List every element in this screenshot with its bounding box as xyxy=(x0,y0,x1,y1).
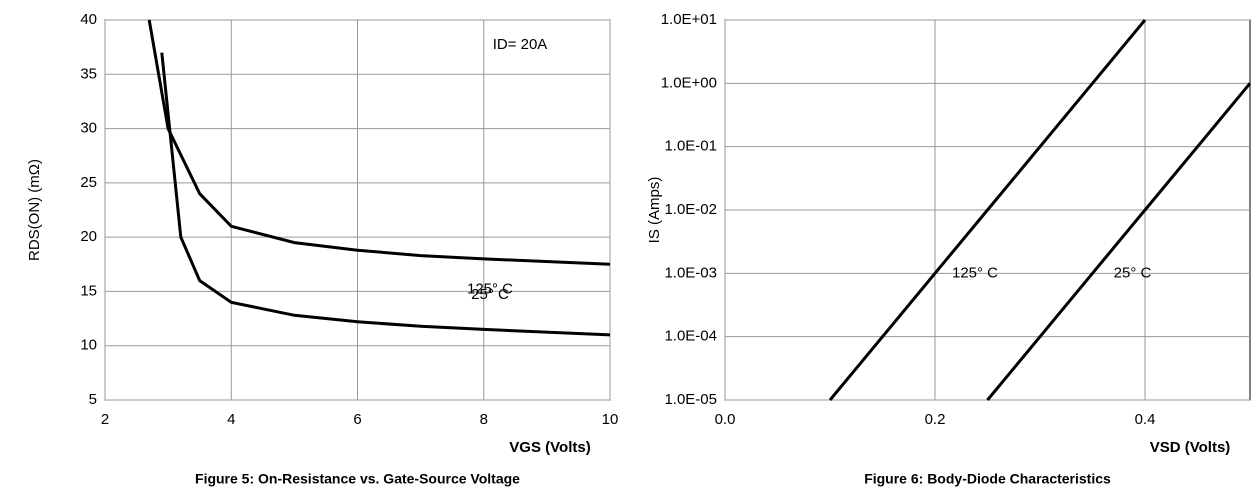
y-tick-label: 40 xyxy=(80,11,97,28)
x-tick-label: 0.4 xyxy=(1135,411,1156,428)
y-tick-label: 1.0E+00 xyxy=(661,74,717,91)
y-tick-label: 1.0E-03 xyxy=(664,264,717,281)
x-tick-label: 8 xyxy=(480,411,488,428)
series-line xyxy=(149,20,610,264)
x-tick-label: 0.2 xyxy=(925,411,946,428)
series-line xyxy=(988,83,1251,400)
x-tick-label: 6 xyxy=(353,411,361,428)
x-axis-label: VSD (Volts) xyxy=(1150,439,1231,456)
y-tick-label: 20 xyxy=(80,228,97,245)
y-tick-label: 5 xyxy=(89,391,97,408)
y-tick-label: 25 xyxy=(80,174,97,191)
chart: 5 10 15 20 25 30 35 40 2 4 6 8 10 VGS (Volts) RDS(ON) … xyxy=(0,0,1260,495)
chart-title: Figure 6: Body-Diode Characteristics xyxy=(864,471,1111,487)
y-tick-label: 30 xyxy=(80,120,97,137)
x-tick-label: 4 xyxy=(227,411,235,428)
series-label: 125° C xyxy=(952,264,998,281)
series-line xyxy=(162,53,610,335)
y-tick-label: 1.0E-04 xyxy=(664,328,717,345)
y-tick-label: 15 xyxy=(80,282,97,299)
x-tick-label: 10 xyxy=(602,411,619,428)
chart-title: Figure 5: On-Resistance vs. Gate-Source … xyxy=(195,471,520,487)
series-label: 25° C xyxy=(471,286,509,303)
x-tick-label: 0.0 xyxy=(715,411,736,428)
y-tick-label: 35 xyxy=(80,65,97,82)
y-tick-label: 1.0E-05 xyxy=(664,391,717,408)
y-tick-label: 1.0E+01 xyxy=(661,11,717,28)
annotation: ID= 20A xyxy=(493,36,548,53)
x-tick-label: 2 xyxy=(101,411,109,428)
y-tick-label: 10 xyxy=(80,337,97,354)
y-axis-label: IS (Amps) xyxy=(646,177,663,244)
x-axis-label: VGS (Volts) xyxy=(509,439,590,456)
series-label: 25° C xyxy=(1114,264,1152,281)
y-tick-label: 1.0E-02 xyxy=(664,201,717,218)
page: {"chart_data":[ {"type":"line","title":"… xyxy=(0,0,1260,495)
y-tick-label: 1.0E-01 xyxy=(664,138,717,155)
y-axis-label: RDS(ON) (mΩ) xyxy=(26,159,43,261)
